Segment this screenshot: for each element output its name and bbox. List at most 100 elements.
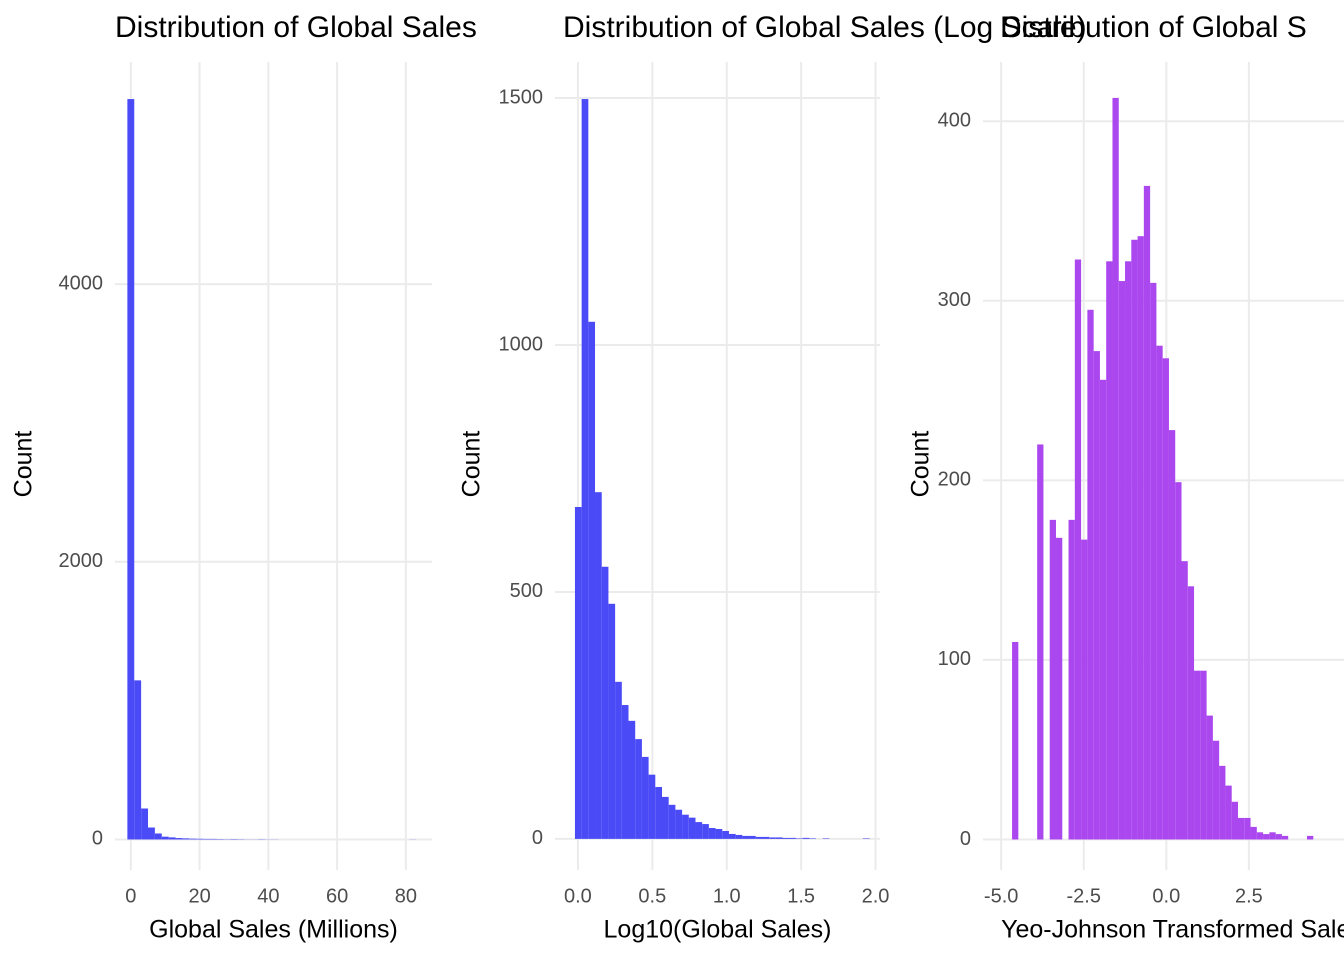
bar bbox=[755, 836, 763, 839]
bar bbox=[661, 796, 669, 839]
bar bbox=[742, 835, 750, 839]
y-axis-title: Count bbox=[458, 431, 486, 498]
bar bbox=[1275, 834, 1282, 840]
bar bbox=[1106, 261, 1113, 840]
y-tick-label: 4000 bbox=[59, 272, 104, 294]
y-tick-label: 2000 bbox=[59, 550, 104, 572]
bar bbox=[203, 838, 210, 840]
y-tick-label: 500 bbox=[510, 580, 543, 602]
bar bbox=[595, 492, 602, 839]
bar bbox=[789, 837, 796, 839]
bar bbox=[1219, 765, 1226, 840]
bar bbox=[1237, 817, 1245, 840]
bar bbox=[715, 829, 723, 839]
bar bbox=[675, 809, 683, 839]
bar bbox=[1112, 97, 1119, 840]
bar bbox=[168, 837, 176, 840]
y-tick-label: 400 bbox=[938, 110, 971, 132]
x-tick-label: -2.5 bbox=[1067, 885, 1101, 907]
x-tick-label: 0 bbox=[125, 885, 136, 907]
bar bbox=[127, 99, 135, 840]
bar bbox=[1212, 740, 1220, 840]
bar bbox=[581, 99, 589, 839]
bar bbox=[196, 838, 204, 840]
bar bbox=[209, 838, 217, 840]
bar bbox=[574, 506, 582, 839]
bar bbox=[1125, 261, 1132, 840]
bar bbox=[615, 681, 622, 839]
bar bbox=[601, 566, 609, 839]
bar bbox=[782, 837, 790, 839]
bar bbox=[134, 680, 142, 840]
x-tick-label: 0.0 bbox=[1152, 885, 1180, 907]
chart-title: Distribution of Global Sales (Log Scale) bbox=[563, 11, 1087, 44]
bar bbox=[154, 833, 162, 840]
x-tick-label: 1.0 bbox=[713, 885, 741, 907]
bar bbox=[588, 321, 596, 839]
bar bbox=[1131, 239, 1138, 840]
bar bbox=[1156, 345, 1163, 840]
bar bbox=[1206, 715, 1213, 840]
x-tick-label: 0.5 bbox=[638, 885, 666, 907]
bar bbox=[702, 824, 709, 839]
bar bbox=[1256, 832, 1264, 840]
bar bbox=[1049, 519, 1056, 840]
bar bbox=[1181, 561, 1188, 840]
y-tick-label: 1000 bbox=[499, 333, 544, 355]
bar bbox=[1175, 482, 1182, 840]
bar bbox=[1307, 835, 1314, 840]
x-tick-label: 2.0 bbox=[862, 885, 890, 907]
x-tick-label: -5.0 bbox=[984, 885, 1018, 907]
bar bbox=[161, 836, 169, 840]
x-tick-label: 40 bbox=[257, 885, 279, 907]
y-axis-title: Count bbox=[907, 431, 935, 498]
bar bbox=[635, 739, 642, 839]
bar bbox=[1200, 670, 1207, 840]
bar bbox=[141, 808, 149, 840]
bar bbox=[722, 830, 729, 839]
x-tick-label: 60 bbox=[326, 885, 348, 907]
bar bbox=[148, 827, 155, 840]
bar bbox=[1137, 236, 1144, 840]
bar bbox=[655, 787, 662, 839]
bar bbox=[802, 837, 810, 839]
bar bbox=[1087, 309, 1094, 840]
panel: 0 100 200 300 400 -5.0 -2.5 0.0 2.5 Yeo-Johnson T… bbox=[907, 11, 1344, 944]
y-tick-label: 1500 bbox=[499, 86, 544, 108]
bar bbox=[1093, 351, 1100, 840]
bar bbox=[775, 837, 783, 839]
y-axis-title: Count bbox=[10, 431, 38, 498]
chart-title: Distribution of Global Sales bbox=[115, 11, 477, 44]
bar bbox=[628, 720, 636, 839]
x-tick-label: 1.5 bbox=[787, 885, 815, 907]
bar bbox=[648, 774, 656, 839]
bar bbox=[1269, 832, 1276, 840]
bar bbox=[1143, 185, 1151, 840]
bar bbox=[1099, 379, 1107, 840]
bar bbox=[1068, 519, 1075, 840]
x-tick-label: 0.0 bbox=[564, 885, 592, 907]
bar bbox=[682, 814, 689, 839]
bar bbox=[1231, 801, 1238, 840]
bar bbox=[668, 804, 676, 839]
bar bbox=[1187, 586, 1195, 840]
bar bbox=[608, 603, 616, 839]
x-tick-label: 80 bbox=[395, 885, 417, 907]
bar bbox=[708, 828, 716, 839]
bar bbox=[1281, 835, 1289, 840]
bar bbox=[1244, 817, 1251, 840]
bar bbox=[189, 838, 197, 840]
y-tick-label: 100 bbox=[938, 648, 971, 670]
bar bbox=[182, 838, 190, 840]
bar bbox=[1055, 537, 1063, 840]
bar bbox=[1194, 670, 1201, 840]
bar bbox=[695, 822, 703, 839]
bar bbox=[1263, 834, 1270, 840]
bar bbox=[1168, 430, 1176, 840]
bar bbox=[1037, 444, 1044, 840]
bar bbox=[1074, 259, 1082, 840]
bar bbox=[1150, 282, 1157, 840]
